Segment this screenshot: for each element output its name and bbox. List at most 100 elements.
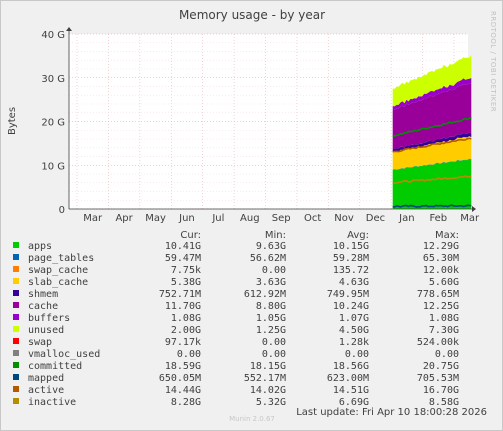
legend-cur-vmalloc_used: 0.00 xyxy=(177,349,201,360)
legend-cur-swap_cache: 7.75k xyxy=(171,265,201,276)
legend-min-apps: 9.63G xyxy=(256,241,286,252)
legend-avg-mapped: 623.00M xyxy=(327,373,369,384)
legend-name-slab_cache: slab_cache xyxy=(28,277,88,288)
legend-header-min: Min: xyxy=(265,230,286,241)
legend-min-slab_cache: 3.63G xyxy=(256,277,286,288)
legend-min-committed: 18.15G xyxy=(250,361,286,372)
area-slab_cache xyxy=(392,136,472,170)
legend-avg-unused: 4.50G xyxy=(339,325,369,336)
legend-avg-vmalloc_used: 0.00 xyxy=(345,349,369,360)
legend-avg-buffers: 1.07G xyxy=(339,313,369,324)
legend-min-vmalloc_used: 0.00 xyxy=(262,349,286,360)
legend-max-mapped: 705.53M xyxy=(417,373,459,384)
last-update: Last update: Fri Apr 10 18:00:28 2026 xyxy=(296,407,487,418)
legend-avg-shmem: 749.95M xyxy=(327,289,369,300)
legend-name-unused: unused xyxy=(28,325,64,336)
area-unused xyxy=(392,55,472,107)
legend-min-cache: 8.80G xyxy=(256,301,286,312)
legend-avg-swap_cache: 135.72 xyxy=(333,265,369,276)
legend-max-swap: 524.00k xyxy=(417,337,459,348)
legend-min-inactive: 5.32G xyxy=(256,397,286,408)
legend-cur-committed: 18.59G xyxy=(165,361,201,372)
legend-max-page_tables: 65.30M xyxy=(423,253,459,264)
legend-name-swap_cache: swap_cache xyxy=(28,265,88,276)
legend-cur-buffers: 1.08G xyxy=(171,313,201,324)
legend-max-cache: 12.25G xyxy=(423,301,459,312)
x-tick-label: Aug xyxy=(240,213,260,224)
legend-min-mapped: 552.17M xyxy=(244,373,286,384)
legend: Cur: Min: Avg: Max: apps 10.41G 9.63G 10.15G 12.… xyxy=(13,230,459,408)
legend-swatch-cache xyxy=(13,302,19,308)
legend-name-vmalloc_used: vmalloc_used xyxy=(28,349,100,360)
legend-name-page_tables: page_tables xyxy=(28,253,94,264)
legend-avg-cache: 10.24G xyxy=(333,301,369,312)
legend-header-cur: Cur: xyxy=(180,230,201,241)
legend-avg-inactive: 6.69G xyxy=(339,397,369,408)
legend-swatch-slab_cache xyxy=(13,278,19,284)
legend-min-page_tables: 56.62M xyxy=(250,253,286,264)
legend-name-active: active xyxy=(28,385,64,396)
line-mapped xyxy=(392,204,472,208)
x-tick-label: Apr xyxy=(115,213,133,224)
y-tick-label: 40 G xyxy=(41,30,65,41)
legend-avg-page_tables: 59.28M xyxy=(333,253,369,264)
x-tick-label: Sep xyxy=(272,213,291,224)
legend-min-unused: 1.25G xyxy=(256,325,286,336)
footer-brand: Munin 2.0.67 xyxy=(229,415,275,423)
legend-header-avg: Avg: xyxy=(347,230,369,241)
legend-min-buffers: 1.05G xyxy=(256,313,286,324)
legend-cur-unused: 2.00G xyxy=(171,325,201,336)
legend-max-active: 16.70G xyxy=(423,385,459,396)
legend-min-active: 14.02G xyxy=(250,385,286,396)
legend-min-swap_cache: 0.00 xyxy=(262,265,286,276)
x-tick-label: May xyxy=(145,213,166,224)
chart-title: Memory usage - by year xyxy=(179,8,325,22)
legend-swatch-apps xyxy=(13,242,19,248)
legend-name-cache: cache xyxy=(28,301,58,312)
area-apps xyxy=(392,158,472,209)
legend-swatch-shmem xyxy=(13,290,19,296)
y-tick-label: 30 G xyxy=(41,74,65,85)
line-inactive xyxy=(392,174,472,185)
legend-max-apps: 12.29G xyxy=(423,241,459,252)
legend-header-max: Max: xyxy=(435,230,459,241)
legend-swatch-swap_cache xyxy=(13,266,19,272)
y-axis-arrow xyxy=(66,27,72,31)
legend-max-unused: 7.30G xyxy=(429,325,459,336)
legend-name-apps: apps xyxy=(28,241,52,252)
legend-cur-active: 14.44G xyxy=(165,385,201,396)
line-active xyxy=(392,137,472,153)
plot-area: 0 10 G 20 G 30 G 40 G Mar Apr May Jun Jul Aug Sep Oc… xyxy=(41,27,480,224)
legend-min-swap: 0.00 xyxy=(262,337,286,348)
y-tick-label: 0 xyxy=(59,205,65,216)
legend-cur-inactive: 8.28G xyxy=(171,397,201,408)
legend-swatch-buffers xyxy=(13,314,19,320)
x-axis-arrow xyxy=(472,206,476,212)
legend-name-committed: committed xyxy=(28,361,82,372)
rrdtool-side-label: RRDTOOL / TOBI OETIKER xyxy=(489,11,497,112)
legend-name-swap: swap xyxy=(28,337,52,348)
legend-avg-swap: 1.28k xyxy=(339,337,369,348)
legend-swatch-inactive xyxy=(13,398,19,404)
legend-max-committed: 20.75G xyxy=(423,361,459,372)
legend-max-inactive: 8.58G xyxy=(429,397,459,408)
legend-cur-shmem: 752.71M xyxy=(159,289,201,300)
line-committed xyxy=(392,117,472,137)
legend-name-buffers: buffers xyxy=(28,313,70,324)
x-tick-label: Jan xyxy=(398,213,414,224)
legend-cur-page_tables: 59.47M xyxy=(165,253,201,264)
y-tick-label: 10 G xyxy=(41,161,65,172)
legend-avg-committed: 18.56G xyxy=(333,361,369,372)
legend-max-buffers: 1.08G xyxy=(429,313,459,324)
legend-swatch-page_tables xyxy=(13,254,19,260)
legend-name-shmem: shmem xyxy=(28,289,58,300)
legend-max-vmalloc_used: 0.00 xyxy=(435,349,459,360)
legend-avg-active: 14.51G xyxy=(333,385,369,396)
legend-swatch-vmalloc_used xyxy=(13,350,19,356)
legend-cur-cache: 11.70G xyxy=(165,301,201,312)
x-tick-label: Dec xyxy=(366,213,385,224)
legend-name-mapped: mapped xyxy=(28,373,64,384)
x-tick-label: Jul xyxy=(211,213,224,224)
